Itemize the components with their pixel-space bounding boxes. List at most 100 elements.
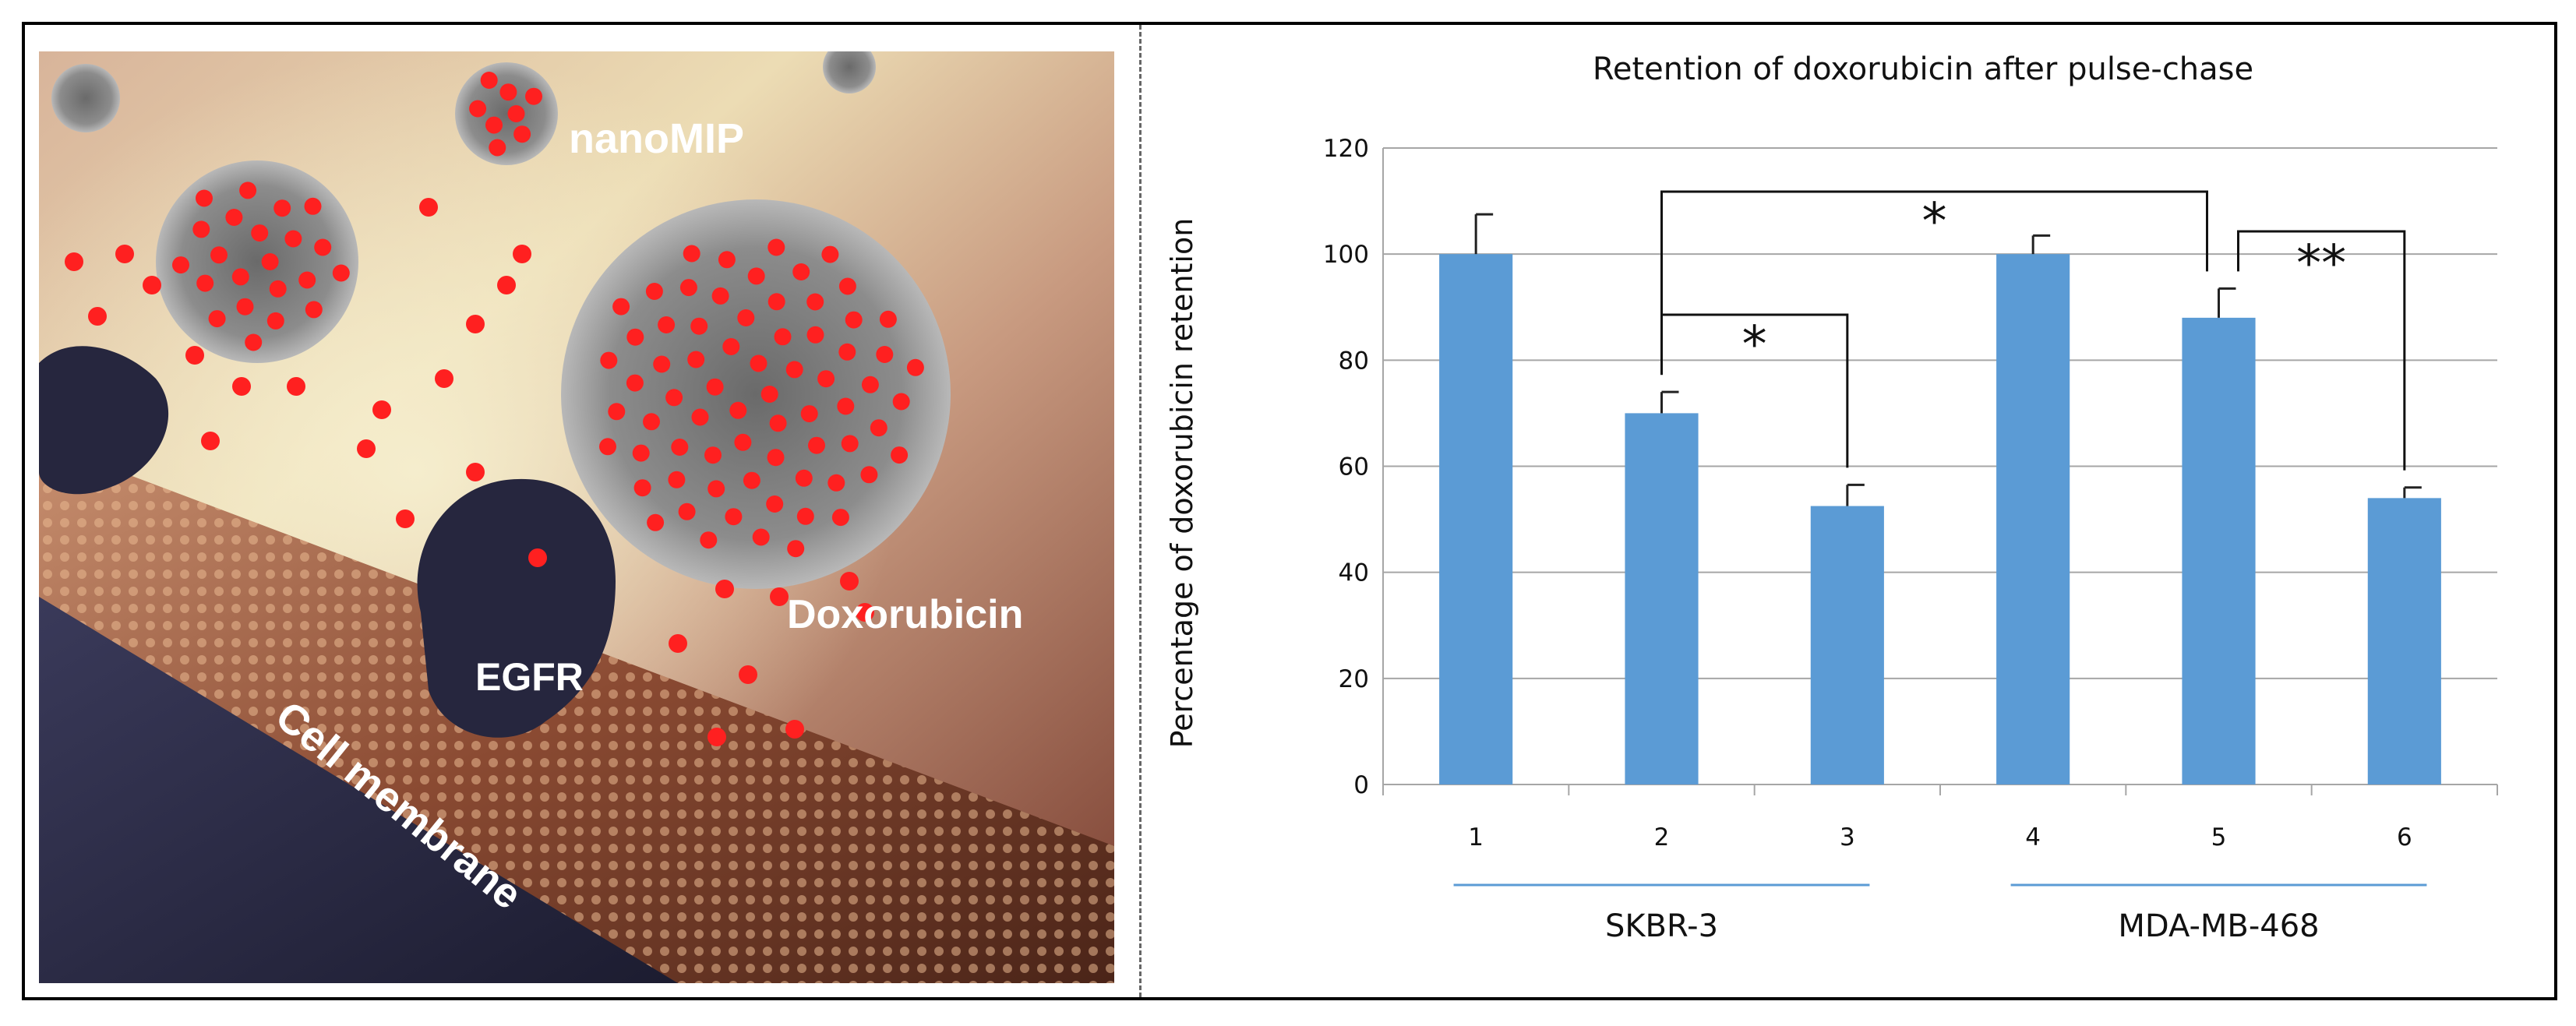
drug-dot (806, 293, 824, 311)
significance-bracket (2237, 230, 2406, 471)
y-tick-labels: 0 20 40 60 80 100 120 (1323, 135, 1369, 799)
drug-dot (683, 245, 700, 263)
bar (2182, 317, 2256, 784)
drug-dot (678, 502, 696, 520)
drug-dot (469, 100, 487, 118)
panel-divider (1139, 25, 1142, 997)
drug-dot (466, 463, 485, 481)
drug-dot (808, 436, 825, 454)
encapsulated-drug-dots (172, 72, 924, 558)
drug-dot (796, 507, 814, 525)
drug-dot (653, 355, 671, 373)
drug-dot (466, 315, 485, 333)
drug-dot (658, 316, 676, 333)
drug-dot (906, 358, 924, 376)
drug-dot (800, 405, 818, 423)
drug-dot (668, 471, 686, 488)
drug-dot (750, 354, 768, 372)
drug-dot (821, 245, 839, 263)
drug-dot (737, 309, 755, 326)
drug-dot (817, 370, 835, 388)
gridlines (1382, 147, 2498, 795)
drug-dot (304, 197, 322, 215)
drug-dot (795, 469, 813, 487)
drug-dot (65, 252, 83, 271)
bar (1439, 254, 1513, 785)
drug-dot (708, 480, 725, 498)
drug-dot (480, 72, 498, 89)
drug-dot (298, 271, 316, 289)
error-bars (1474, 213, 2422, 506)
drug-dot (266, 312, 284, 330)
drug-dot (752, 528, 770, 546)
drug-dot (671, 439, 689, 456)
significance-bracket (1660, 190, 2208, 375)
drug-dot (612, 298, 630, 316)
drug-dot (185, 346, 204, 365)
significance-label: * (1922, 193, 1947, 251)
drug-dot (831, 509, 849, 527)
drug-dot (88, 307, 107, 326)
drug-dot (837, 397, 855, 415)
drug-dot (528, 548, 547, 567)
bar (2367, 498, 2441, 784)
drug-dot (626, 374, 644, 392)
drug-dot (261, 253, 279, 270)
drug-dot (513, 245, 531, 263)
drug-dot (700, 531, 718, 549)
drug-dot (245, 333, 263, 351)
drug-dot (210, 246, 228, 264)
drug-dot (870, 419, 887, 437)
drug-dot (856, 603, 874, 622)
drug-dot (679, 279, 697, 297)
drug-dot (845, 311, 863, 329)
drug-dot (497, 276, 516, 294)
drug-dot (225, 209, 243, 226)
drug-dot (792, 263, 810, 280)
cell-line-groups: SKBR-3 MDA-MB-468 (1453, 883, 2427, 944)
label-nanomip: nanoMIP (569, 115, 744, 162)
drug-dot (747, 267, 765, 285)
drug-dot (273, 199, 291, 217)
drug-dot (647, 513, 665, 531)
drug-dot (722, 338, 740, 355)
drug-dot (192, 220, 210, 238)
y-tick-label: 0 (1353, 771, 1369, 799)
drug-dot (892, 393, 910, 411)
drug-dot (232, 377, 251, 396)
significance-label: * (1742, 316, 1767, 374)
drug-dot (706, 378, 724, 396)
significance-label: ** (2296, 235, 2346, 293)
y-axis-label: Percentage of doxorubicin retention (1165, 218, 1199, 749)
x-tick-label: 5 (2211, 823, 2227, 851)
x-tick-labels: 1 2 3 4 5 6 (1468, 823, 2412, 851)
drug-dot (768, 238, 785, 256)
drug-dot (708, 728, 726, 746)
nanomip-small-particle (455, 62, 558, 165)
y-tick-label: 20 (1339, 665, 1369, 693)
drug-dot (626, 328, 644, 346)
drug-dot (860, 466, 878, 484)
drug-dot (838, 277, 856, 295)
drug-dot (725, 508, 743, 526)
drug-dot (691, 408, 709, 426)
drug-dot (239, 182, 257, 199)
drug-dot (608, 403, 626, 421)
drug-dot (669, 634, 687, 653)
drug-dot (600, 351, 618, 369)
group-label: SKBR-3 (1605, 908, 1718, 944)
x-tick-label: 3 (1840, 823, 1855, 851)
drug-dot (643, 413, 660, 431)
receptor-left-shape (39, 346, 169, 495)
drug-dot (208, 310, 226, 328)
drug-dot (372, 400, 391, 419)
drug-dot (718, 251, 736, 269)
drug-dot (143, 276, 161, 294)
nanomip-corner-particle (51, 64, 120, 132)
drug-dot (201, 432, 220, 450)
drug-dot (633, 479, 651, 497)
drug-dot (196, 189, 213, 207)
drug-dot (787, 540, 805, 558)
drug-dot (743, 471, 760, 489)
drug-dot (287, 377, 305, 396)
